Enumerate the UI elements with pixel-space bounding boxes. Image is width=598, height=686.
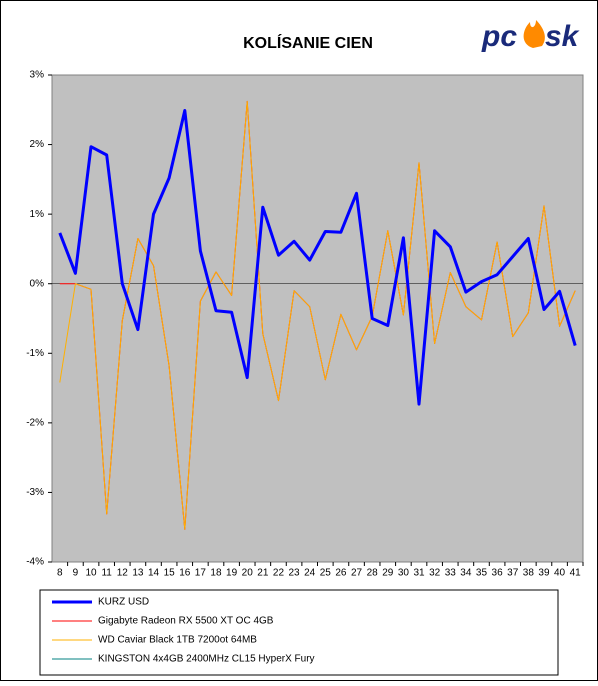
x-tick-label: 15 — [164, 568, 176, 579]
x-tick-label: 22 — [273, 568, 285, 579]
legend-label: KURZ USD — [98, 597, 149, 608]
legend-label: KINGSTON 4x4GB 2400MHz CL15 HyperX Fury — [98, 654, 315, 665]
y-tick-label: -4% — [26, 557, 44, 568]
logo-flame — [523, 20, 545, 48]
x-tick-label: 36 — [492, 568, 504, 579]
x-tick-label: 41 — [570, 568, 582, 579]
x-tick-label: 26 — [335, 568, 347, 579]
x-tick-label: 27 — [351, 568, 363, 579]
y-tick-label: 2% — [30, 139, 45, 150]
x-tick-label: 21 — [257, 568, 269, 579]
x-tick-label: 8 — [57, 568, 63, 579]
x-tick-label: 34 — [460, 568, 472, 579]
x-tick-label: 29 — [382, 568, 394, 579]
x-tick-label: 10 — [85, 568, 97, 579]
y-tick-label: 3% — [30, 70, 45, 81]
x-tick-label: 32 — [429, 568, 441, 579]
x-tick-label: 35 — [476, 568, 488, 579]
x-tick-label: 13 — [132, 568, 144, 579]
chart-title: KOLÍSANIE CIEN — [243, 33, 373, 52]
x-tick-label: 39 — [538, 568, 550, 579]
legend-label: Gigabyte Radeon RX 5500 XT OC 4GB — [98, 616, 274, 627]
x-tick-label: 31 — [413, 568, 425, 579]
logo: pc sk — [481, 20, 580, 53]
x-tick-label: 16 — [179, 568, 191, 579]
x-tick-label: 18 — [210, 568, 222, 579]
logo-text: pc — [481, 20, 517, 53]
x-tick-label: 30 — [398, 568, 410, 579]
y-tick-label: 1% — [30, 209, 45, 220]
plot-area — [51, 74, 584, 563]
x-tick-label: 25 — [320, 568, 332, 579]
legend-label: WD Caviar Black 1TB 7200ot 64MB — [98, 635, 257, 646]
x-tick-label: 14 — [148, 568, 160, 579]
series-line — [58, 109, 577, 406]
x-tick-label: 28 — [367, 568, 379, 579]
logo-text: sk — [545, 20, 580, 53]
x-tick-label: 40 — [554, 568, 566, 579]
legend — [39, 589, 559, 676]
x-tick-label: 9 — [73, 568, 79, 579]
x-tick-label: 12 — [117, 568, 129, 579]
series-line — [59, 100, 576, 530]
y-tick-label: -2% — [26, 417, 44, 428]
x-tick-label: 33 — [445, 568, 457, 579]
x-tick-label: 11 — [101, 568, 112, 579]
x-tick-label: 37 — [507, 568, 519, 579]
y-tick-label: 0% — [30, 278, 45, 289]
x-tick-label: 23 — [289, 568, 301, 579]
x-tick-label: 19 — [226, 568, 238, 579]
x-tick-label: 38 — [523, 568, 535, 579]
y-tick-label: -3% — [26, 487, 44, 498]
x-tick-label: 24 — [304, 568, 316, 579]
x-tick-label: 20 — [242, 568, 254, 579]
x-tick-label: 17 — [195, 568, 207, 579]
y-tick-label: -1% — [26, 348, 44, 359]
